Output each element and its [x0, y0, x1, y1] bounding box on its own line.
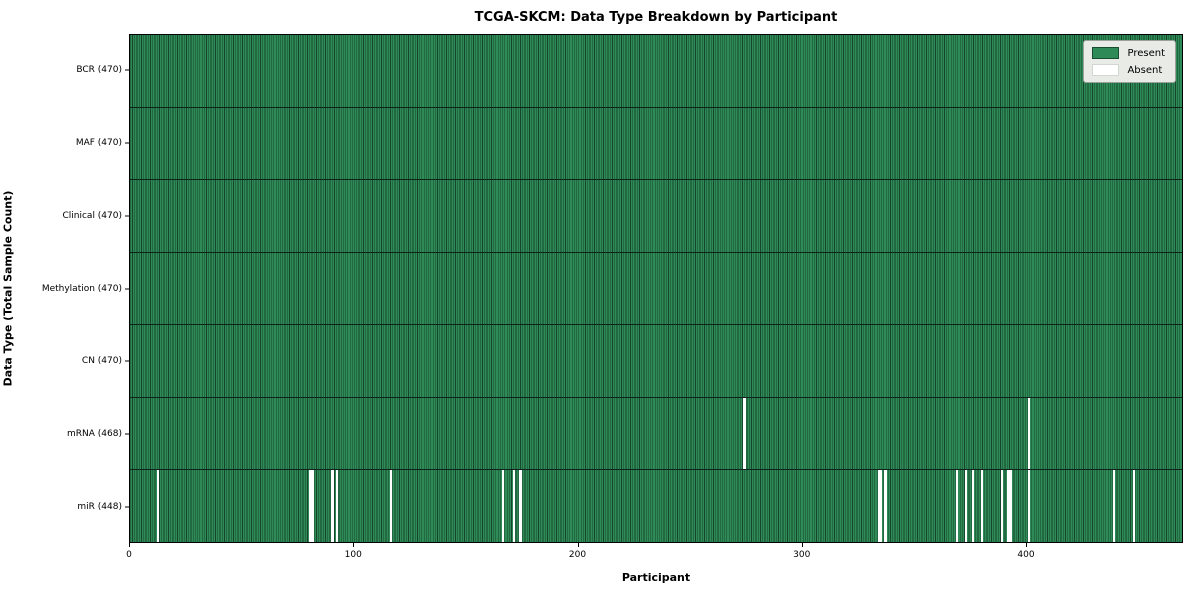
- legend-swatch-absent: [1092, 64, 1120, 76]
- x-tick-mark: [577, 543, 579, 547]
- heatmap-row-mRNA: [130, 397, 1182, 471]
- legend-item-absent: Absent: [1092, 64, 1165, 76]
- legend: Present Absent: [1083, 40, 1176, 83]
- absent-cell: [980, 470, 983, 543]
- y-axis-label: Data Type (Total Sample Count): [1, 190, 15, 387]
- absent-cell: [512, 470, 515, 543]
- absent-cell: [331, 470, 334, 543]
- x-tick-mark: [1026, 543, 1028, 547]
- y-tick-label: Clinical (470): [62, 210, 122, 221]
- absent-cell: [955, 470, 959, 543]
- y-tick-label: Methylation (470): [41, 283, 122, 294]
- heatmap-row-Clinical: [130, 180, 1182, 253]
- absent-cell: [884, 470, 887, 543]
- y-tick-label: mRNA (468): [67, 428, 122, 439]
- chart-title: TCGA-SKCM: Data Type Breakdown by Partic…: [474, 10, 838, 25]
- absent-cell: [309, 470, 312, 543]
- absent-cell: [1027, 470, 1030, 543]
- y-tick-mark: [125, 288, 129, 289]
- y-tick-label: BCR (470): [76, 65, 122, 76]
- y-tick-label: MAF (470): [75, 138, 122, 149]
- absent-cell: [1112, 470, 1115, 543]
- absent-cell: [879, 470, 883, 543]
- y-tick-label: CN (470): [81, 356, 122, 367]
- y-tick-mark: [125, 215, 129, 217]
- x-tick-label: 200: [568, 550, 587, 560]
- x-tick-label: 0: [126, 550, 132, 560]
- x-tick-label: 100: [344, 550, 362, 560]
- y-tick-label: miR (448): [77, 501, 122, 512]
- x-tick-label: 300: [793, 550, 811, 560]
- legend-swatch-present: [1092, 47, 1120, 59]
- y-tick-mark: [125, 142, 129, 144]
- heatmap-row-Methylation: [130, 252, 1182, 326]
- x-tick-mark: [353, 543, 355, 547]
- y-tick-mark: [125, 360, 129, 362]
- absent-cell: [964, 470, 968, 543]
- absent-cell: [1132, 470, 1135, 543]
- y-tick-mark: [125, 433, 129, 435]
- plot-area: [129, 34, 1183, 543]
- x-tick-mark: [129, 543, 130, 547]
- x-axis-label: Participant: [621, 571, 691, 584]
- legend-item-present: Present: [1092, 47, 1165, 59]
- y-tick-mark: [125, 506, 129, 508]
- absent-cell: [1027, 397, 1030, 470]
- heatmap-row-miR: [130, 470, 1182, 543]
- absent-cell: [1009, 470, 1012, 543]
- heatmap-row-BCR: [130, 35, 1182, 108]
- absent-cell: [519, 470, 522, 543]
- legend-label: Absent: [1127, 64, 1163, 76]
- absent-cell: [877, 470, 880, 543]
- absent-cell: [389, 470, 392, 543]
- absent-cell: [335, 470, 339, 543]
- absent-cell: [156, 470, 160, 543]
- x-tick-mark: [801, 543, 803, 547]
- absent-cell: [501, 470, 504, 543]
- legend-label: Present: [1127, 47, 1165, 59]
- absent-cell: [311, 470, 314, 543]
- y-tick-mark: [125, 69, 129, 71]
- absent-cell: [1007, 470, 1010, 543]
- absent-cell: [971, 470, 974, 543]
- x-tick-label: 400: [1017, 550, 1035, 560]
- heatmap-row-MAF: [130, 107, 1182, 181]
- absent-cell: [743, 397, 746, 470]
- absent-cell: [1000, 470, 1003, 543]
- heatmap-row-CN: [130, 325, 1182, 398]
